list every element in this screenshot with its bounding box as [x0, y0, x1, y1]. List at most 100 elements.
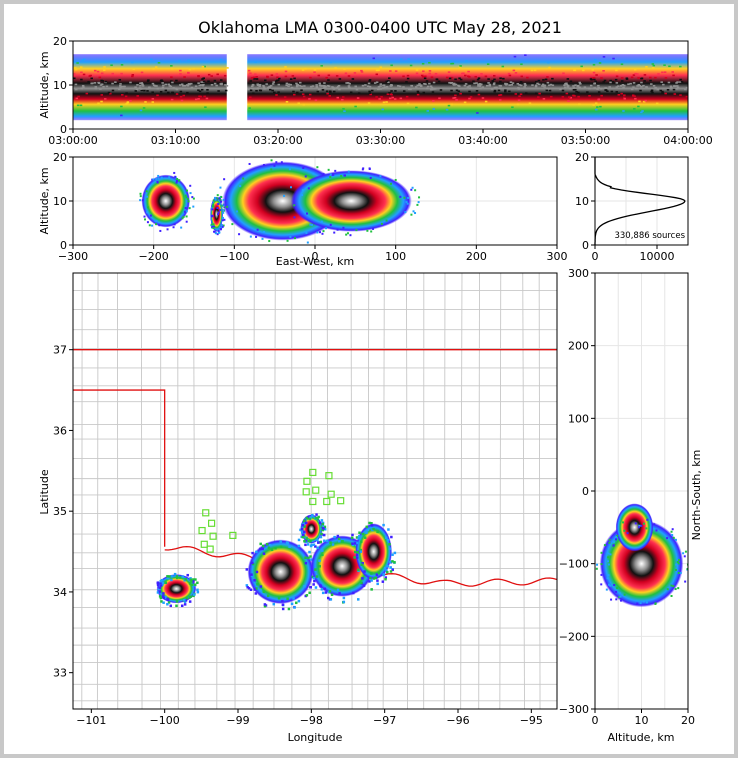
storm-source-pixel	[361, 532, 365, 536]
time-source-pixel	[332, 90, 336, 93]
lma-station-marker	[303, 477, 311, 485]
storm-source-pixel	[255, 570, 259, 574]
ew-source-pixel	[370, 230, 373, 233]
hist-xtick-label: 10000	[640, 250, 675, 263]
time-source-pixel	[151, 91, 154, 94]
time-source-pixel	[372, 57, 376, 60]
time-source-pixel	[565, 83, 569, 86]
time-source-pixel	[194, 85, 198, 88]
ns-ytick-label: −300	[559, 703, 589, 716]
time-source-pixel	[102, 69, 106, 71]
time-source-pixel	[511, 82, 515, 84]
time-source-pixel	[537, 96, 540, 98]
time-source-pixel	[622, 110, 625, 112]
time-source-pixel	[380, 96, 383, 98]
time-source-pixel	[469, 87, 472, 89]
time-source-pixel	[250, 77, 254, 79]
time-source-pixel	[180, 99, 184, 102]
lma-station-marker	[202, 509, 210, 517]
ew-source-pixel	[322, 230, 325, 233]
time-source-pixel	[80, 87, 84, 90]
time-source-pixel	[179, 69, 182, 72]
time-source-pixel	[80, 71, 83, 74]
time-source-pixel	[620, 77, 624, 79]
storm-source-pixel	[290, 602, 294, 606]
time-source-pixel	[450, 103, 453, 106]
time-source-pixel	[634, 72, 637, 75]
storm-source-pixel	[365, 525, 369, 529]
time-source-pixel	[273, 91, 276, 94]
time-source-pixel	[600, 94, 603, 97]
time-source-pixel	[135, 88, 139, 91]
time-source-pixel	[559, 88, 562, 91]
time-source-pixel	[292, 90, 295, 93]
storm-source-pixel	[168, 575, 171, 578]
storm-source-pixel	[188, 600, 192, 603]
time-source-pixel	[354, 105, 357, 108]
time-source-pixel	[596, 106, 599, 108]
time-source-pixel	[151, 101, 155, 103]
time-source-pixel	[120, 114, 123, 117]
ew-source-pixel	[324, 227, 327, 230]
ew-source-pixel	[309, 223, 312, 226]
time-source-pixel	[167, 83, 170, 86]
time-source-pixel	[449, 82, 453, 84]
time-source-pixel	[258, 85, 261, 88]
ew-source-pixel	[214, 198, 217, 201]
storm-source-pixel	[318, 521, 322, 525]
time-source-pixel	[488, 85, 492, 87]
time-source-pixel	[152, 84, 156, 87]
time-source-pixel	[478, 85, 482, 87]
time-source-pixel	[479, 83, 483, 86]
storm-source-pixel	[357, 598, 360, 601]
time-source-pixel	[201, 78, 204, 80]
time-source-pixel	[654, 87, 658, 90]
time-source-pixel	[225, 85, 229, 87]
storm-source-pixel	[246, 586, 249, 589]
time-source-pixel	[465, 60, 468, 62]
plan-ytick-label: 34	[53, 586, 67, 599]
time-source-pixel	[609, 79, 612, 82]
storm-source-pixel	[262, 590, 266, 594]
time-source-pixel	[379, 88, 382, 90]
storm-source-pixel	[327, 596, 330, 600]
time-source-pixel	[170, 64, 173, 67]
time-source-pixel	[676, 86, 680, 89]
time-source-pixel	[118, 88, 121, 91]
ns-source-pixel	[618, 592, 621, 595]
lma-station-marker	[337, 497, 345, 505]
lma-station-marker	[206, 545, 214, 553]
storm-source-pixel	[304, 561, 308, 565]
time-source-pixel	[475, 90, 479, 92]
storm-source-pixel	[315, 575, 319, 578]
storm-source-pixel	[342, 596, 346, 600]
time-source-pixel	[645, 86, 648, 88]
time-source-pixel	[615, 69, 618, 72]
ew-source-pixel	[216, 194, 219, 197]
storm-source-pixel	[301, 531, 304, 535]
storm-source-pixel	[355, 536, 359, 539]
time-source-pixel	[249, 89, 253, 92]
ew-source-pixel	[184, 194, 187, 197]
time-source-pixel	[94, 87, 98, 90]
ew-source-pixel	[405, 201, 408, 204]
time-source-pixel	[82, 86, 85, 89]
ew-source-pixel	[305, 212, 308, 215]
storm-source-pixel	[185, 597, 189, 600]
ew-source-pixel	[173, 171, 176, 174]
ew-source-pixel	[210, 206, 213, 209]
time-source-pixel	[263, 87, 266, 90]
time-source-pixel	[417, 92, 420, 94]
ew-ytick-label: 0	[60, 239, 67, 252]
storm-source-pixel	[315, 513, 318, 516]
ns-source-pixel	[678, 558, 681, 561]
ns-source-pixel	[600, 551, 603, 554]
storm-source-pixel	[297, 544, 301, 548]
ew-source-pixel	[172, 226, 175, 229]
storm-source-pixel	[353, 550, 357, 554]
time-source-pixel	[533, 69, 537, 72]
ew-source-pixel	[412, 210, 415, 213]
ew-ytick-label: 10	[53, 195, 67, 208]
time-source-pixel	[600, 77, 603, 79]
time-source-pixel	[388, 97, 392, 100]
